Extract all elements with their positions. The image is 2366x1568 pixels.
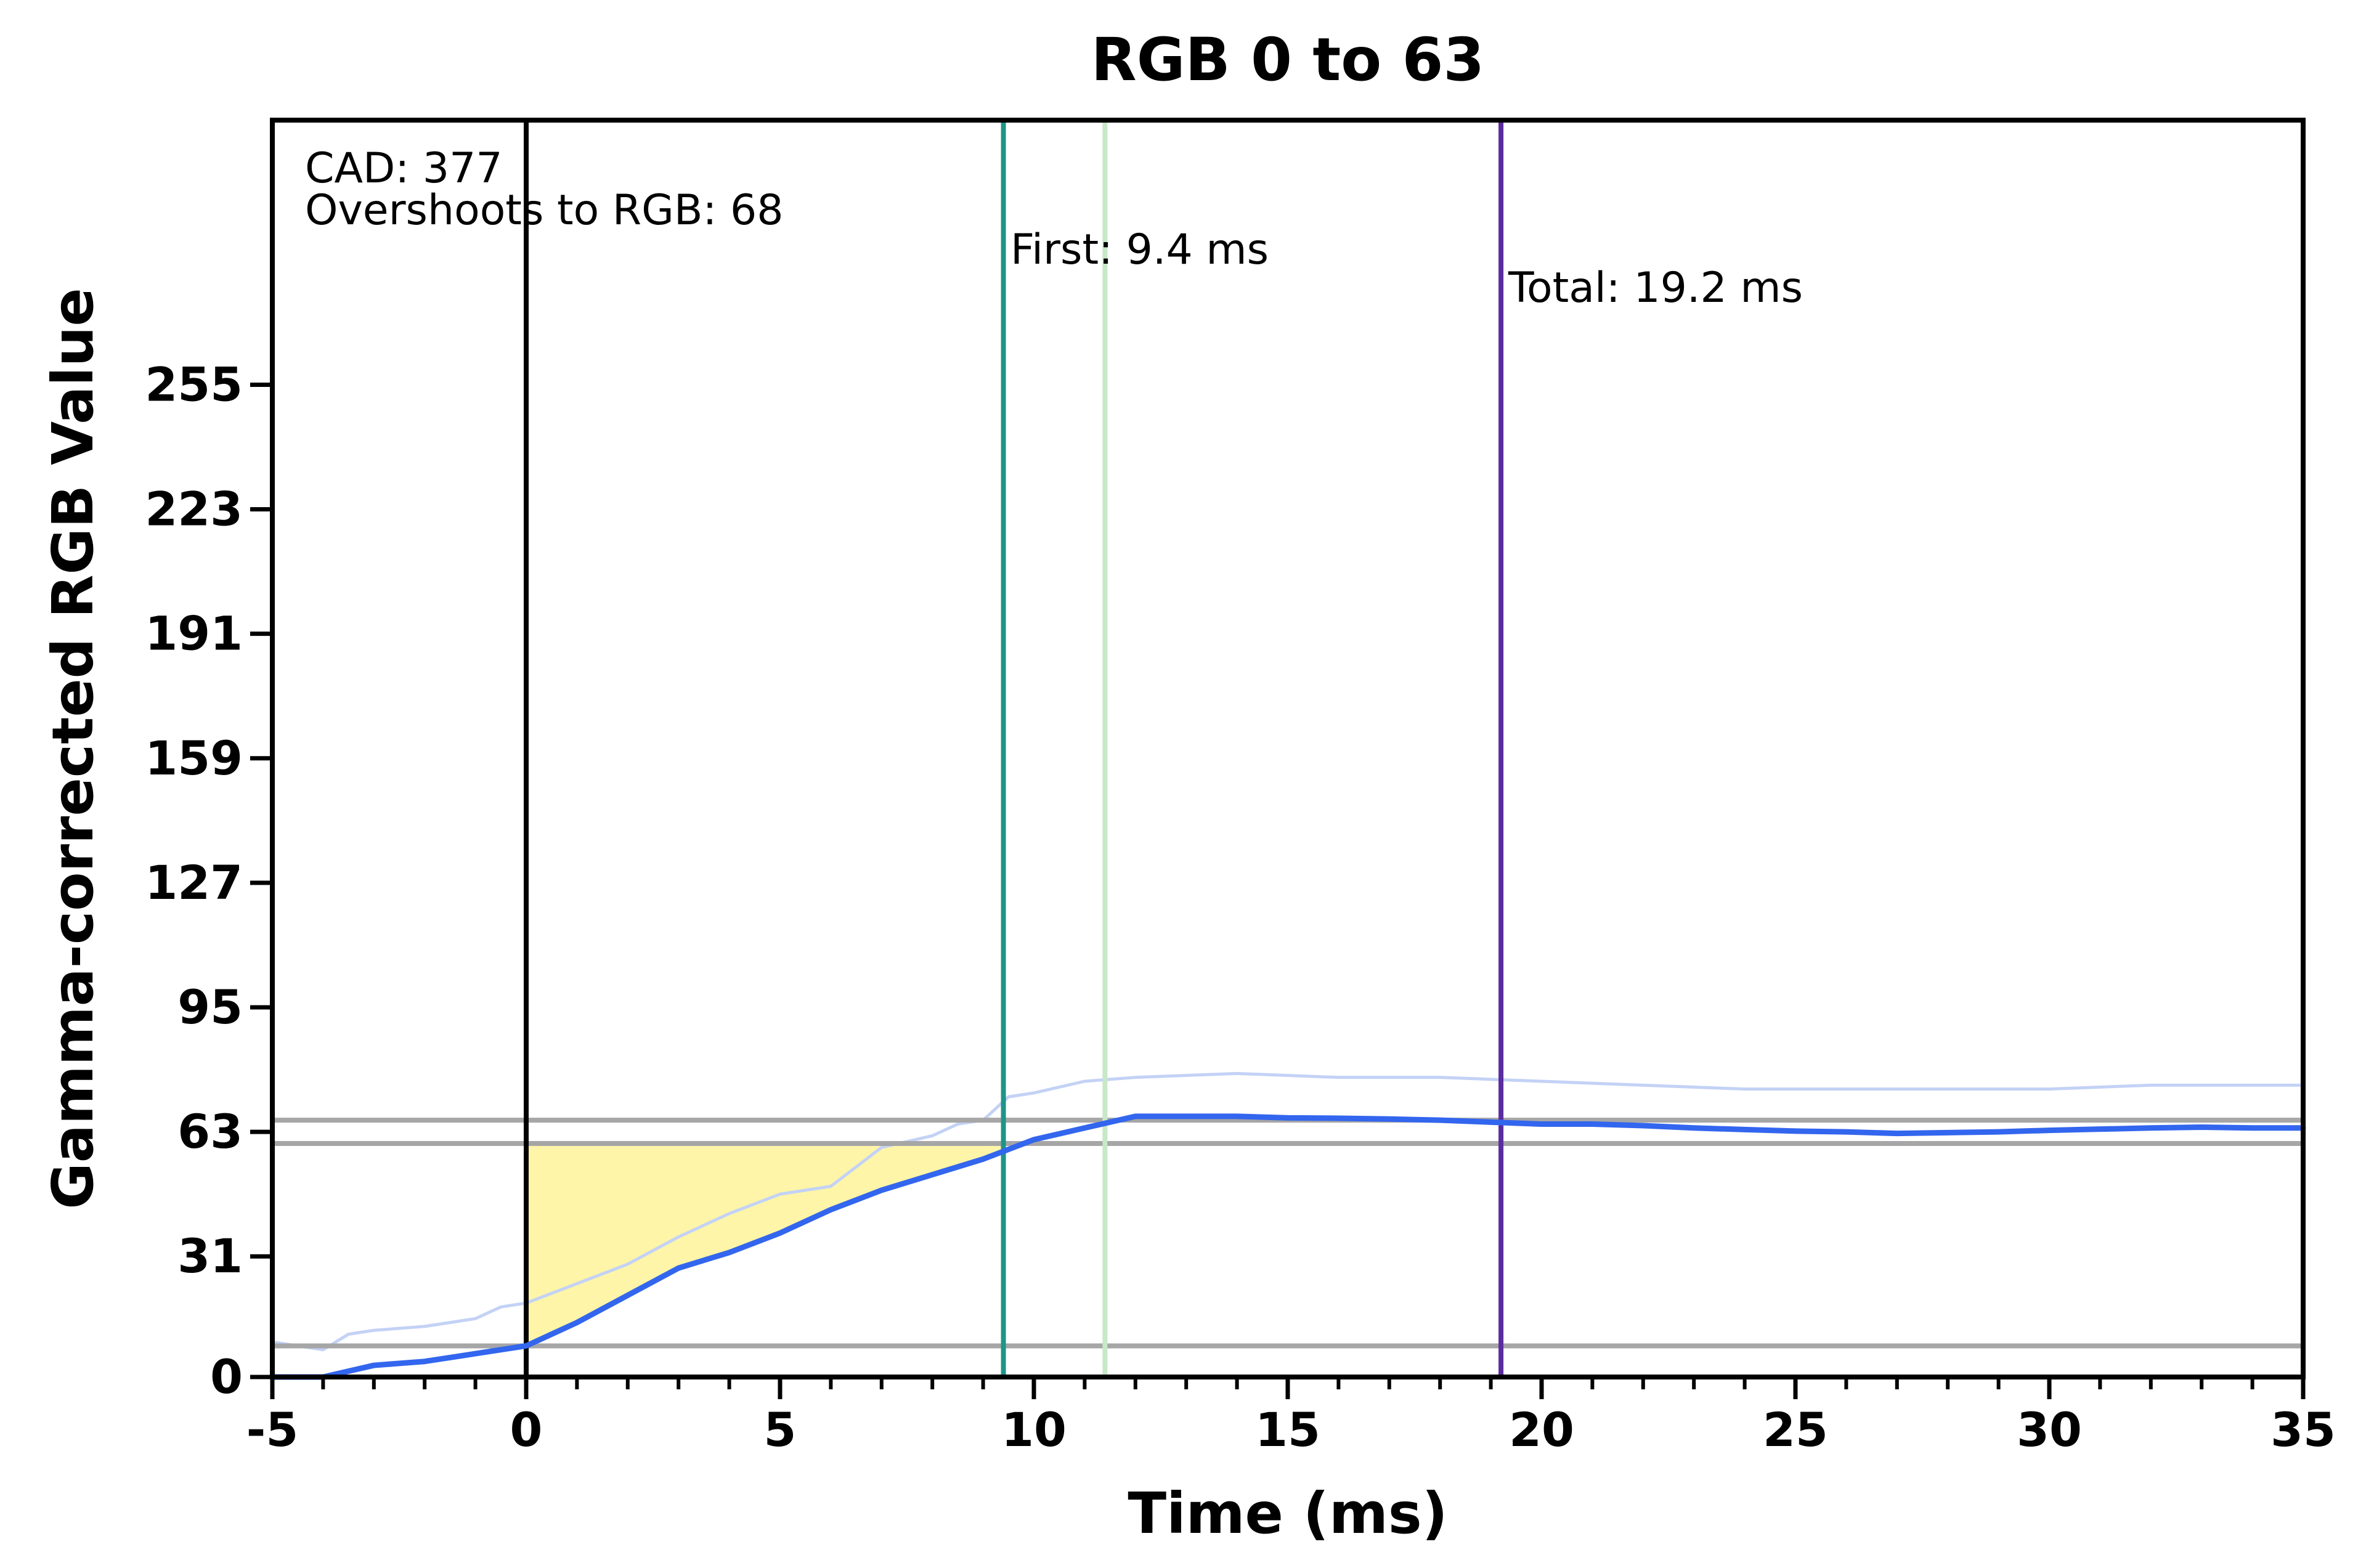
y-tick-label: 95	[177, 980, 243, 1034]
overshoot-annotation: Overshoots to RGB: 68	[305, 186, 784, 235]
y-axis-ticks: 0 31 63 95 127 159 191 223 255	[145, 357, 272, 1404]
cad-annotation: CAD: 377	[305, 144, 503, 193]
raw-series-group	[270, 1071, 2305, 1352]
shaded-rise-region	[526, 1144, 1004, 1346]
x-tick-label: 20	[1509, 1402, 1574, 1457]
y-tick-label: 159	[145, 731, 243, 786]
x-axis-ticks: -5 0 5 10 15 20 25 30 35	[246, 1377, 2336, 1457]
x-tick-label: 25	[1763, 1402, 1828, 1457]
y-tick-label: 255	[145, 357, 243, 412]
y-tick-label: 0	[210, 1349, 243, 1404]
x-tick-label: 10	[1001, 1402, 1067, 1457]
shaded-region-group	[526, 1144, 1004, 1346]
y-tick-label: 223	[145, 482, 243, 537]
total-response-annotation: Total: 19.2 ms	[1508, 264, 1803, 312]
x-tick-label: 15	[1255, 1402, 1320, 1457]
y-tick-label: 127	[145, 855, 243, 910]
raw-series-line	[270, 1071, 2305, 1352]
x-axis-title: Time (ms)	[1128, 1481, 1447, 1546]
y-tick-label: 31	[177, 1229, 243, 1283]
vertical-reference-lines	[524, 120, 1504, 1377]
x-tick-label: 5	[764, 1402, 797, 1457]
chart-title: RGB 0 to 63	[1091, 25, 1484, 94]
x-tick-label: 0	[510, 1402, 543, 1457]
smoothed-series-group	[269, 1113, 2306, 1380]
smoothed-series-line	[269, 1113, 2306, 1380]
x-tick-label: 35	[2270, 1402, 2336, 1457]
y-tick-label: 63	[177, 1104, 243, 1159]
x-tick-label: -5	[246, 1402, 298, 1457]
first-response-annotation: First: 9.4 ms	[1010, 225, 1269, 274]
y-tick-label: 191	[145, 606, 243, 661]
y-axis-title: Gamma-corrected RGB Value	[40, 288, 106, 1209]
x-tick-label: 30	[2017, 1402, 2082, 1457]
